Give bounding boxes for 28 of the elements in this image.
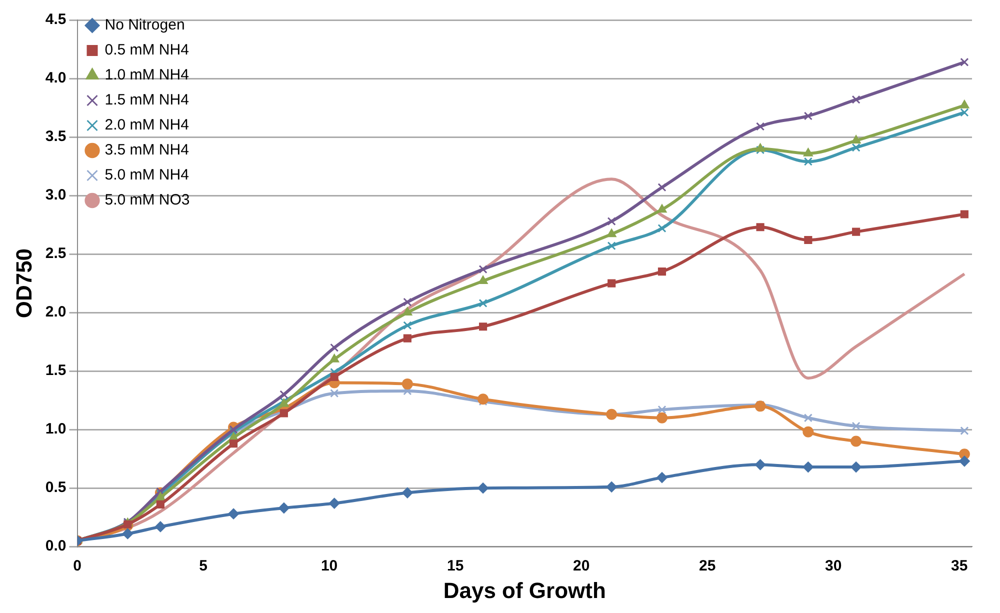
legend-label: 5.0 mM NO3 [104, 192, 190, 209]
y-tick-label: 4.5 [45, 11, 66, 28]
y-axis-title: OD750 [11, 248, 36, 318]
x-axis-title: Days of Growth [443, 578, 606, 603]
x-tick-label: 0 [73, 558, 82, 575]
x-tick-label: 10 [320, 558, 338, 575]
legend-label: 1.5 mM NH4 [104, 92, 189, 109]
legend-label: 0.5 mM NH4 [104, 42, 189, 59]
y-tick-label: 3.5 [45, 128, 66, 146]
legend-label: 1.0 mM NH4 [104, 66, 189, 84]
y-tick-label: 2.5 [45, 245, 66, 262]
y-tick-label: 4.0 [45, 70, 66, 87]
x-tick-label: 35 [951, 558, 968, 575]
legend-label: 5.0 mM NH4 [104, 166, 189, 184]
legend-label: 2.0 mM NH4 [104, 116, 189, 134]
x-tick-label: 15 [446, 558, 464, 575]
y-tick-label: 0.0 [45, 538, 66, 555]
y-tick-label: 1.0 [45, 420, 66, 438]
y-tick-label: 3.0 [45, 186, 66, 204]
legend-label: 3.5 mM NH4 [104, 142, 189, 159]
x-tick-label: 20 [572, 558, 590, 575]
y-tick-label: 2.0 [45, 304, 66, 321]
legend-label: No Nitrogen [104, 16, 185, 34]
x-tick-label: 30 [825, 558, 842, 575]
x-tick-label: 25 [699, 558, 716, 575]
y-tick-label: 1.5 [45, 362, 66, 380]
x-tick-label: 5 [199, 558, 208, 575]
y-tick-label: 0.5 [45, 479, 66, 496]
